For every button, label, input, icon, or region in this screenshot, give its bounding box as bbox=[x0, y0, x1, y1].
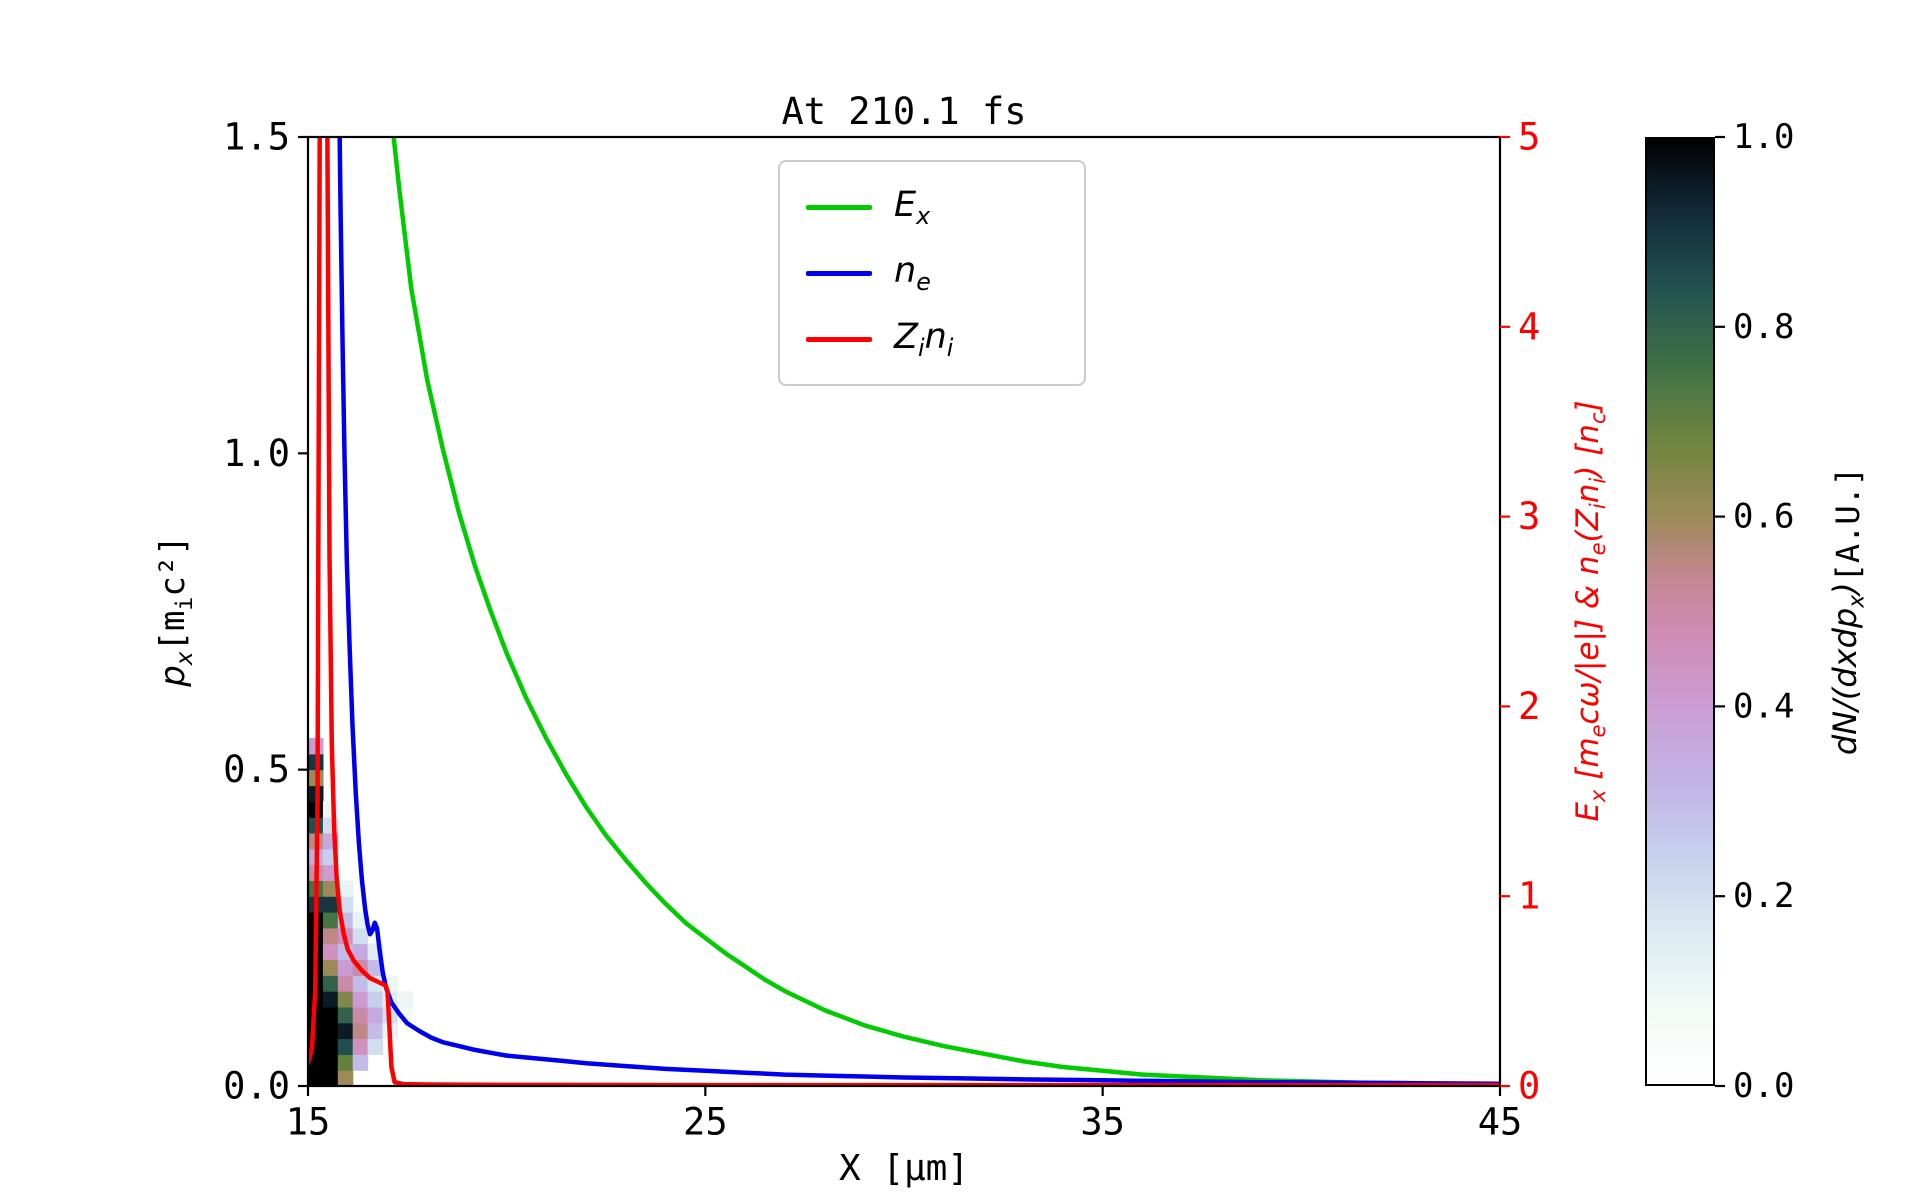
histogram-cell bbox=[308, 1022, 324, 1040]
x-tick-label: 45 bbox=[1478, 1101, 1523, 1144]
histogram-cell bbox=[322, 912, 339, 929]
colorbar-label-math: dN/(dxdpx) bbox=[1826, 582, 1870, 756]
colorbar-tick-label: 1.0 bbox=[1733, 117, 1794, 157]
histogram-cell bbox=[322, 943, 339, 960]
histogram-cell bbox=[337, 959, 354, 976]
plot-border bbox=[306, 135, 1502, 1088]
histogram-cell bbox=[322, 1054, 339, 1071]
colorbar-label-unit: [A.U.] bbox=[1829, 466, 1867, 583]
histogram-cell bbox=[337, 1022, 354, 1040]
right-tick-label: 1 bbox=[1518, 875, 1540, 918]
histogram-cell bbox=[352, 991, 369, 1008]
legend-swatch-Zini bbox=[806, 336, 872, 342]
histogram-cell bbox=[337, 1006, 354, 1024]
right-y-axis-label: Ex [mecω/|e|] & ne(Zini) [nc] bbox=[1570, 111, 1610, 1111]
colorbar-tick-label: 0.2 bbox=[1733, 876, 1794, 916]
left-y-label-math: px bbox=[152, 651, 198, 687]
histogram-cell bbox=[367, 1022, 384, 1040]
left-y-axis-label: px [mic²] bbox=[152, 111, 198, 1111]
colorbar-tick-label: 0.6 bbox=[1733, 497, 1794, 537]
legend-swatch-ne bbox=[806, 270, 872, 276]
x-axis-label-text: X [μm] bbox=[838, 1148, 970, 1189]
legend-label-Zini: Zini bbox=[894, 316, 954, 362]
histogram-cell bbox=[367, 959, 384, 976]
histogram-cell bbox=[397, 991, 413, 1008]
histogram-cell bbox=[337, 880, 354, 897]
colorbar-tick-label: 0.8 bbox=[1733, 307, 1794, 347]
histogram-cell bbox=[337, 1038, 354, 1055]
histogram-cell bbox=[352, 975, 369, 992]
legend-item-ne: ne bbox=[806, 244, 1058, 302]
histogram-cell bbox=[337, 991, 354, 1008]
histogram-cell bbox=[352, 943, 369, 960]
histogram-cell bbox=[367, 1038, 384, 1055]
left-tick-label: 1.5 bbox=[223, 116, 290, 159]
legend-box: Ex ne Zini bbox=[778, 160, 1086, 386]
right-tick-label: 2 bbox=[1518, 685, 1540, 728]
histogram-cell bbox=[322, 1038, 339, 1055]
right-tick-label: 0 bbox=[1518, 1065, 1540, 1108]
histogram-cell bbox=[352, 1038, 369, 1055]
legend-label-ne: ne bbox=[894, 250, 931, 296]
right-tick-label: 5 bbox=[1518, 116, 1540, 159]
right-y-label-text: Ex [mecω/|e|] & ne(Zini) [nc] bbox=[1569, 400, 1611, 822]
histogram-cell bbox=[322, 975, 339, 992]
histogram-cell bbox=[322, 959, 339, 976]
x-tick-label: 25 bbox=[683, 1101, 728, 1144]
histogram-cell bbox=[322, 1022, 339, 1040]
histogram-cell bbox=[367, 1006, 384, 1024]
left-tick-label: 0.0 bbox=[223, 1065, 290, 1108]
histogram-cell bbox=[322, 1006, 339, 1024]
legend-swatch-Ex bbox=[806, 204, 872, 210]
legend-label-Ex: Ex bbox=[894, 184, 931, 230]
series-Ex-line bbox=[391, 137, 1500, 1086]
histogram-cell bbox=[337, 975, 354, 992]
legend-item-Ex: Ex bbox=[806, 178, 1058, 236]
histogram-cell bbox=[337, 1054, 354, 1071]
colorbar-label: dN/(dxdpx) [A.U.] bbox=[1826, 111, 1870, 1111]
left-y-label-unit: [mic²] bbox=[152, 535, 198, 652]
colorbar-tick-label: 0.4 bbox=[1733, 686, 1794, 726]
histogram-cell bbox=[352, 1022, 369, 1040]
left-tick-label: 1.0 bbox=[223, 432, 290, 475]
histogram-cell bbox=[352, 927, 369, 945]
histogram-cell bbox=[322, 801, 339, 818]
histogram-cell bbox=[352, 1054, 369, 1071]
series-ne-line bbox=[337, 137, 1500, 1086]
colorbar-gradient bbox=[1645, 137, 1715, 1086]
x-tick-label: 35 bbox=[1080, 1101, 1125, 1144]
histogram-cell bbox=[322, 927, 339, 945]
histogram-cell bbox=[308, 1054, 324, 1071]
x-tick-label: 15 bbox=[286, 1101, 331, 1144]
histogram-cell bbox=[322, 991, 339, 1008]
plot-title: At 210.1 fs bbox=[781, 90, 1027, 133]
right-tick-label: 4 bbox=[1518, 305, 1540, 348]
histogram-cell bbox=[367, 991, 384, 1008]
histogram-cell bbox=[352, 1006, 369, 1024]
legend-item-Zini: Zini bbox=[806, 310, 1058, 368]
phase-space-histogram bbox=[308, 738, 413, 1086]
colorbar-tick-label: 0.0 bbox=[1733, 1066, 1794, 1106]
histogram-cell bbox=[322, 896, 339, 913]
left-tick-label: 0.5 bbox=[223, 748, 290, 791]
histogram-cell bbox=[322, 880, 339, 897]
histogram-cell bbox=[308, 1070, 324, 1086]
x-axis-label: X [μm] bbox=[308, 1148, 1500, 1189]
right-tick-label: 3 bbox=[1518, 495, 1540, 538]
histogram-cell bbox=[322, 1070, 339, 1086]
histogram-cell bbox=[337, 1070, 354, 1086]
